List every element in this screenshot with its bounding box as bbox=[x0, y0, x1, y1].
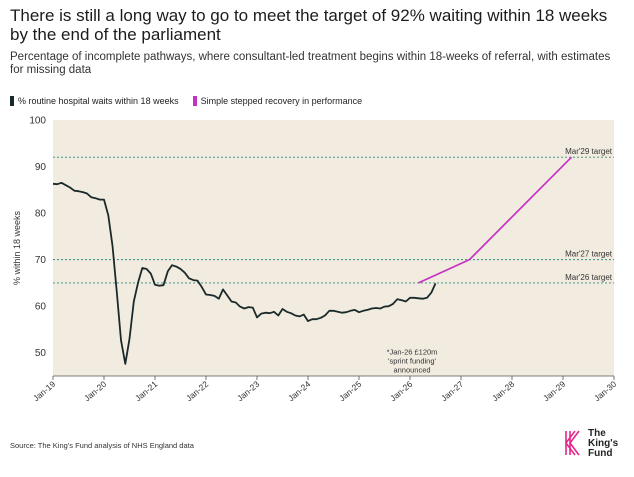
x-tick-label: Jan-23 bbox=[235, 379, 262, 404]
plot-background bbox=[53, 120, 614, 376]
x-tick-label: Jan-22 bbox=[184, 379, 211, 404]
legend-item-recovery: Simple stepped recovery in performance bbox=[192, 96, 363, 106]
annotation-text: *Jan-26 £120m bbox=[387, 347, 438, 356]
y-tick-label: 60 bbox=[35, 302, 47, 313]
chart-subtitle: Percentage of incomplete pathways, where… bbox=[10, 51, 611, 76]
source-note: Source: The King's Fund analysis of NHS … bbox=[10, 441, 194, 450]
legend-swatch-recovery bbox=[192, 96, 197, 106]
logo-text: The King's Fund bbox=[588, 428, 619, 459]
annotation-text: 'sprint funding' bbox=[388, 356, 436, 365]
x-tick-label: Jan-29 bbox=[541, 379, 568, 404]
y-axis-label: % within 18 weeks bbox=[12, 210, 22, 285]
x-tick-label: Jan-30 bbox=[592, 379, 619, 404]
x-tick-label: Jan-20 bbox=[82, 379, 109, 404]
x-tick-label: Jan-19 bbox=[31, 379, 58, 404]
x-tick-label: Jan-21 bbox=[133, 379, 160, 404]
x-tick-label: Jan-25 bbox=[337, 379, 364, 404]
series-line-actual bbox=[52, 181, 437, 365]
chart-title: There is still a long way to go to meet … bbox=[10, 6, 608, 44]
legend-item-actual: % routine hospital waits within 18 weeks bbox=[10, 96, 179, 106]
x-tick-label: Jan-26 bbox=[388, 379, 415, 404]
x-tick-label: Jan-24 bbox=[286, 379, 313, 404]
target-label: Mar'27 target bbox=[565, 250, 613, 259]
legend-label-recovery: Simple stepped recovery in performance bbox=[200, 96, 363, 106]
kings-fund-logo bbox=[565, 430, 580, 456]
y-tick-label: 70 bbox=[35, 255, 47, 266]
y-tick-label: 90 bbox=[35, 162, 47, 173]
chart-area: 50 60 70 80 90 100 Jan-19 Jan-20 Jan-21 Jan-22 Jan… bbox=[12, 116, 619, 404]
legend-label-actual: % routine hospital waits within 18 weeks bbox=[18, 96, 179, 106]
target-label: Mar'29 target bbox=[565, 147, 613, 156]
annotation-text: announced bbox=[393, 365, 430, 374]
x-tick-label: Jan-27 bbox=[439, 379, 466, 404]
target-label: Mar'26 target bbox=[565, 273, 613, 282]
y-tick-label: 50 bbox=[35, 348, 47, 359]
chart-legend: % routine hospital waits within 18 weeks… bbox=[10, 96, 362, 106]
x-tick-label: Jan-28 bbox=[490, 379, 517, 404]
legend-swatch-actual bbox=[10, 96, 14, 106]
y-tick-label: 80 bbox=[35, 209, 47, 220]
y-tick-label: 100 bbox=[29, 116, 46, 127]
series-line-recovery bbox=[418, 156, 573, 284]
